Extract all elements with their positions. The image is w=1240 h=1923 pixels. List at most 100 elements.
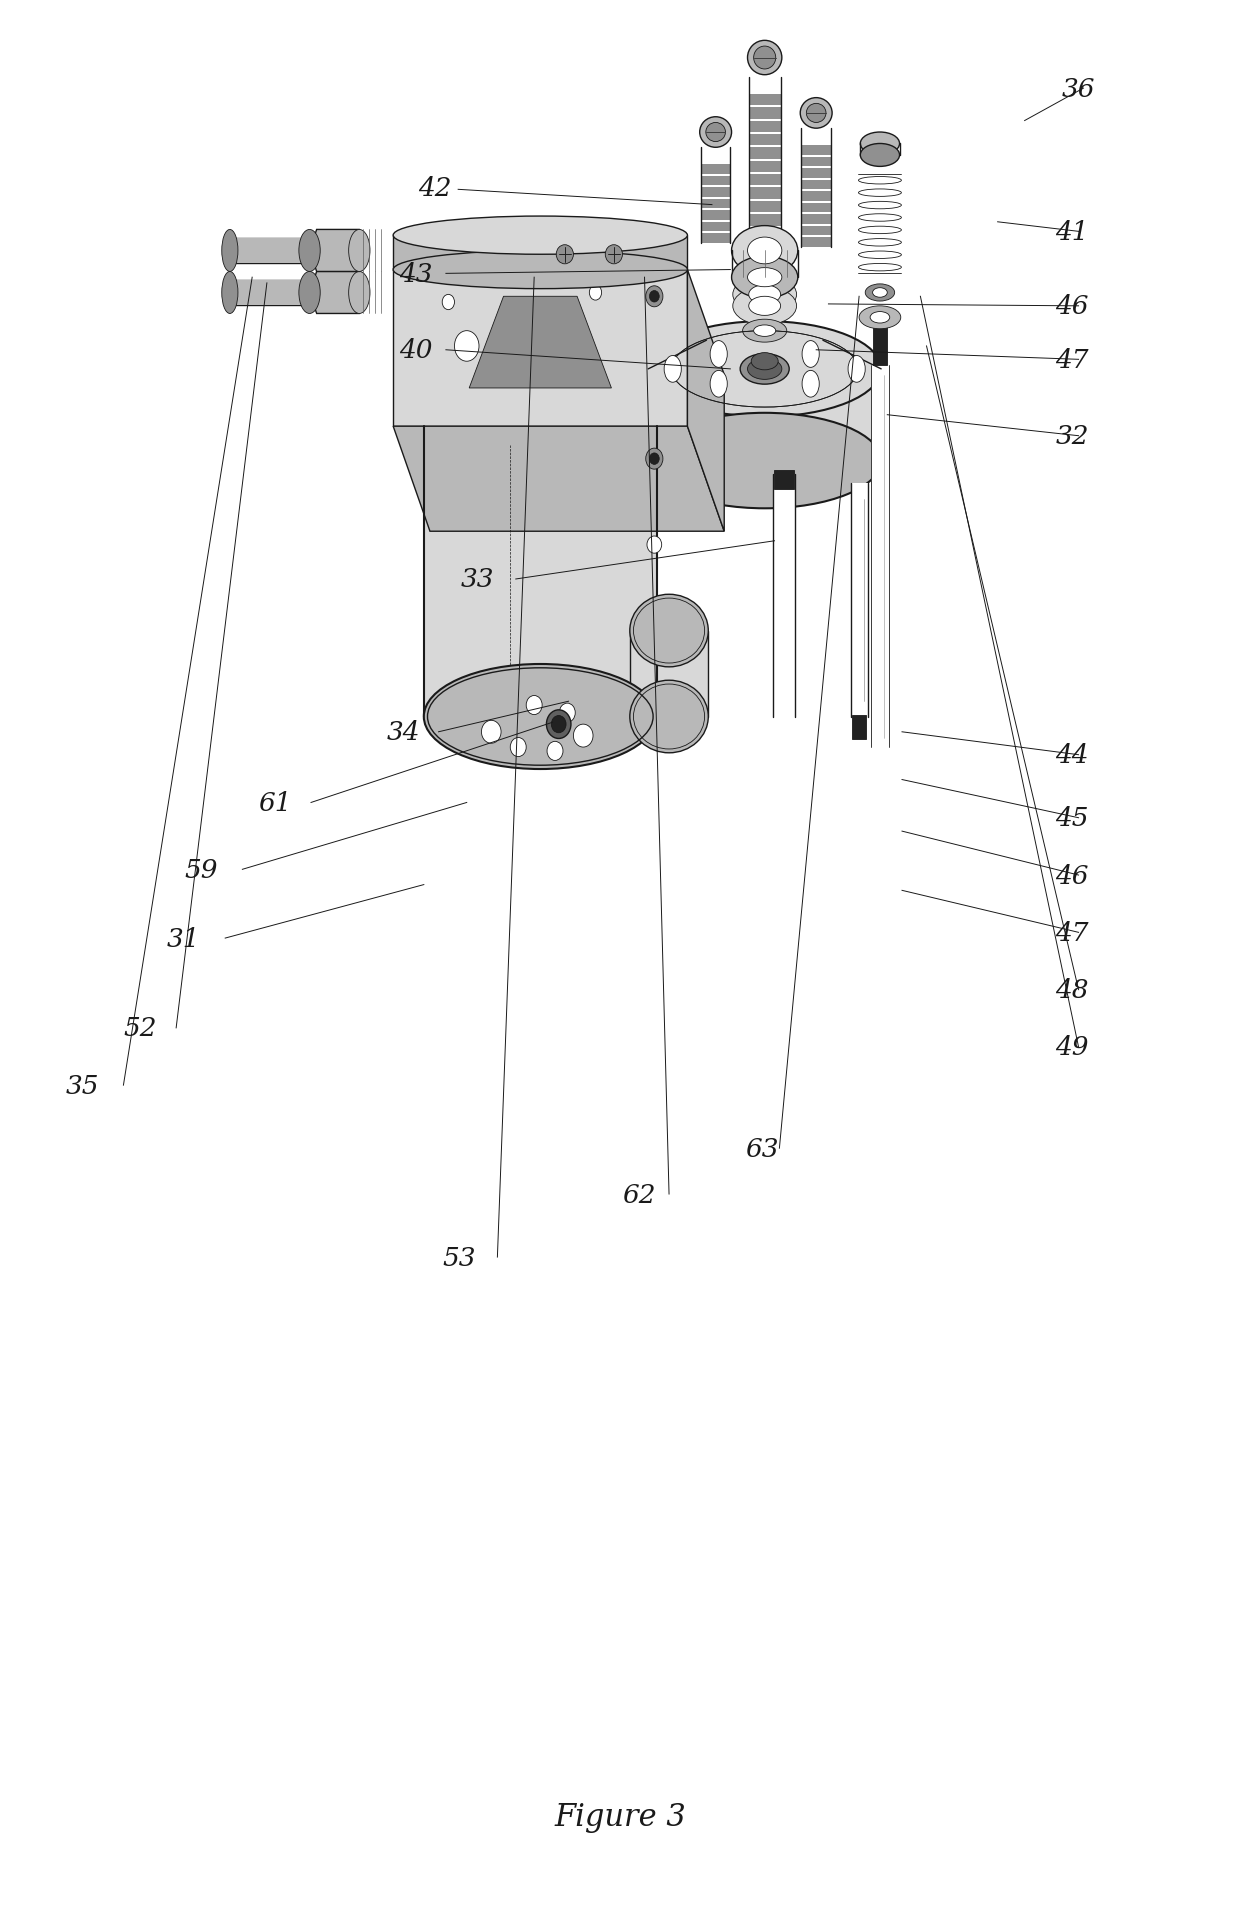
Polygon shape [310, 231, 367, 273]
Ellipse shape [630, 594, 708, 667]
Ellipse shape [630, 681, 708, 754]
FancyBboxPatch shape [701, 212, 730, 221]
Ellipse shape [754, 325, 776, 337]
Ellipse shape [348, 273, 370, 313]
Ellipse shape [733, 288, 796, 325]
FancyBboxPatch shape [801, 238, 831, 248]
Ellipse shape [605, 246, 622, 265]
Ellipse shape [743, 319, 786, 342]
FancyBboxPatch shape [749, 175, 781, 187]
Ellipse shape [749, 298, 781, 315]
Text: 46: 46 [1055, 294, 1089, 319]
Polygon shape [649, 369, 882, 462]
Ellipse shape [589, 287, 601, 300]
Ellipse shape [706, 123, 725, 142]
Text: 44: 44 [1055, 742, 1089, 767]
Text: 35: 35 [66, 1073, 99, 1098]
Ellipse shape [455, 331, 479, 362]
FancyBboxPatch shape [872, 365, 889, 748]
Ellipse shape [649, 321, 882, 417]
Ellipse shape [393, 252, 687, 290]
FancyBboxPatch shape [873, 327, 888, 365]
FancyBboxPatch shape [701, 223, 730, 233]
Text: 31: 31 [166, 927, 200, 952]
Ellipse shape [526, 696, 542, 715]
FancyBboxPatch shape [749, 188, 781, 200]
Ellipse shape [732, 258, 797, 300]
Text: 53: 53 [443, 1244, 476, 1269]
FancyBboxPatch shape [393, 237, 687, 271]
Text: 34: 34 [387, 719, 420, 744]
FancyBboxPatch shape [749, 215, 781, 227]
FancyBboxPatch shape [774, 475, 795, 717]
Ellipse shape [511, 738, 526, 758]
Ellipse shape [646, 287, 663, 308]
Text: 43: 43 [399, 262, 433, 287]
Ellipse shape [649, 413, 882, 510]
Ellipse shape [547, 710, 570, 738]
Text: 59: 59 [185, 858, 218, 883]
Ellipse shape [650, 292, 660, 302]
Ellipse shape [754, 46, 776, 69]
Ellipse shape [222, 231, 238, 273]
FancyBboxPatch shape [630, 631, 708, 717]
FancyBboxPatch shape [749, 229, 781, 240]
Text: Figure 3: Figure 3 [554, 1802, 686, 1833]
Text: 32: 32 [1055, 423, 1089, 448]
Text: 46: 46 [1055, 863, 1089, 888]
Text: 52: 52 [124, 1015, 157, 1040]
Ellipse shape [222, 273, 238, 313]
Ellipse shape [424, 665, 657, 769]
Ellipse shape [870, 312, 890, 323]
Ellipse shape [749, 287, 781, 304]
Ellipse shape [861, 144, 899, 167]
Ellipse shape [650, 454, 660, 465]
FancyBboxPatch shape [801, 215, 831, 225]
Text: 48: 48 [1055, 977, 1089, 1002]
Polygon shape [393, 271, 687, 427]
Text: 61: 61 [258, 790, 291, 815]
Ellipse shape [699, 117, 732, 148]
Text: 42: 42 [418, 175, 451, 200]
Ellipse shape [866, 285, 894, 302]
FancyBboxPatch shape [701, 165, 730, 175]
Text: 45: 45 [1055, 806, 1089, 831]
Ellipse shape [859, 306, 900, 329]
Ellipse shape [751, 354, 779, 371]
Ellipse shape [557, 246, 573, 265]
Ellipse shape [873, 288, 888, 298]
Polygon shape [310, 273, 367, 313]
FancyBboxPatch shape [749, 108, 781, 119]
Circle shape [711, 371, 728, 398]
FancyBboxPatch shape [749, 135, 781, 146]
Circle shape [802, 342, 820, 367]
FancyBboxPatch shape [701, 235, 730, 244]
Ellipse shape [748, 40, 782, 75]
Text: 41: 41 [1055, 219, 1089, 244]
FancyBboxPatch shape [749, 148, 781, 160]
Ellipse shape [806, 104, 826, 123]
Ellipse shape [732, 227, 797, 277]
FancyBboxPatch shape [701, 200, 730, 210]
Text: 36: 36 [1061, 77, 1095, 102]
Ellipse shape [393, 217, 687, 256]
FancyBboxPatch shape [701, 177, 730, 187]
FancyBboxPatch shape [229, 281, 310, 306]
FancyBboxPatch shape [801, 204, 831, 213]
FancyBboxPatch shape [749, 121, 781, 133]
FancyBboxPatch shape [701, 188, 730, 198]
FancyBboxPatch shape [801, 181, 831, 190]
FancyBboxPatch shape [801, 158, 831, 167]
Text: 49: 49 [1055, 1035, 1089, 1060]
Ellipse shape [748, 238, 782, 265]
Ellipse shape [552, 715, 565, 733]
Text: 63: 63 [745, 1136, 779, 1161]
Text: 47: 47 [1055, 348, 1089, 373]
Ellipse shape [573, 725, 593, 748]
Ellipse shape [299, 273, 320, 313]
Polygon shape [469, 298, 611, 388]
FancyBboxPatch shape [775, 471, 794, 490]
Ellipse shape [559, 704, 575, 723]
FancyBboxPatch shape [851, 485, 868, 717]
Ellipse shape [733, 277, 796, 313]
